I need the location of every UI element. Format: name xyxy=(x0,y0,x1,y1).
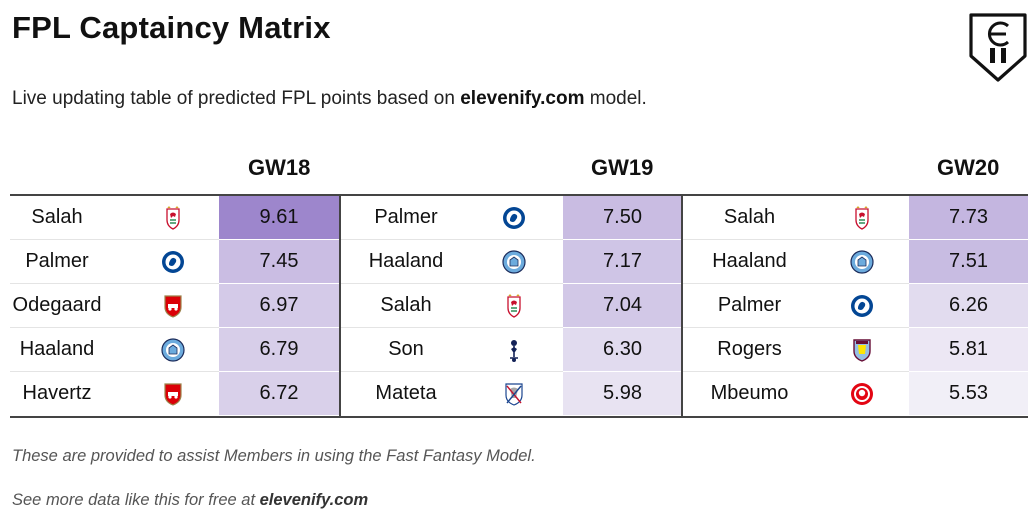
gw19-header: GW19 xyxy=(591,155,654,180)
row-separator xyxy=(683,327,909,328)
table-row: Palmer 7.45 xyxy=(10,240,339,284)
predicted-points: 5.98 xyxy=(563,372,682,415)
footnote-free-prefix: See more data like this for free at xyxy=(12,491,260,509)
player-name: Salah xyxy=(380,294,432,316)
subtitle-suffix: model. xyxy=(584,88,647,109)
table-row: Haaland 6.79 xyxy=(10,328,339,372)
player-name: Palmer xyxy=(717,294,782,316)
gw18-header: GW18 xyxy=(248,155,311,180)
liverpool-crest-icon xyxy=(501,293,527,319)
column-divider xyxy=(339,194,341,416)
player-name: Mbeumo xyxy=(710,382,789,404)
row-separator xyxy=(10,239,219,240)
captaincy-table: Salah 9.61 Palmer 7.45 Odegaard 6.97 Haaland 6.… xyxy=(10,194,1028,418)
table-row: Rogers 5.81 xyxy=(683,328,1028,372)
row-separator xyxy=(683,239,909,240)
column-divider xyxy=(681,194,683,416)
gameweek-block-gw20: Salah 7.73 Haaland 7.51 Palmer 6.26 Rogers 5.81… xyxy=(683,196,1028,416)
table-row: Haaland 7.17 xyxy=(341,240,682,284)
table-row: Havertz 6.72 xyxy=(10,372,339,416)
table-row: Salah 9.61 xyxy=(10,196,339,240)
predicted-points: 7.45 xyxy=(219,240,339,283)
footnote-site-link[interactable]: elevenify.com xyxy=(259,491,369,509)
player-name: Salah xyxy=(723,206,776,228)
gw20-header: GW20 xyxy=(937,155,1000,180)
table-row: Mbeumo 5.53 xyxy=(683,372,1028,416)
player-name: Palmer xyxy=(374,206,438,228)
player-name: Haaland xyxy=(712,250,787,272)
aston-villa-crest-icon xyxy=(849,337,875,363)
predicted-points: 6.26 xyxy=(909,284,1028,327)
footnote-free-data: See more data like this for free at elev… xyxy=(12,491,368,510)
predicted-points: 6.72 xyxy=(219,372,339,415)
subtitle-prefix: Live updating table of predicted FPL poi… xyxy=(12,88,461,109)
subtitle-site-link[interactable]: elevenify.com xyxy=(460,88,585,109)
table-row: Salah 7.04 xyxy=(341,284,682,328)
predicted-points: 7.04 xyxy=(563,284,682,327)
row-separator xyxy=(341,371,563,372)
predicted-points: 7.50 xyxy=(563,196,682,239)
predicted-points: 5.53 xyxy=(909,372,1028,415)
liverpool-crest-icon xyxy=(849,205,875,231)
arsenal-crest-icon xyxy=(160,381,186,407)
predicted-points: 6.30 xyxy=(563,328,682,371)
player-name: Odegaard xyxy=(12,294,102,316)
table-row: Son 6.30 xyxy=(341,328,682,372)
row-separator xyxy=(683,283,909,284)
gameweek-block-gw19: Palmer 7.50 Haaland 7.17 Salah 7.04 Son 6.30 Mat… xyxy=(341,196,682,416)
man-city-crest-icon xyxy=(849,249,875,275)
player-name: Rogers xyxy=(717,338,782,360)
chelsea-crest-icon xyxy=(160,249,186,275)
row-separator xyxy=(10,283,219,284)
predicted-points: 7.73 xyxy=(909,196,1028,239)
predicted-points: 5.81 xyxy=(909,328,1028,371)
predicted-points: 6.97 xyxy=(219,284,339,327)
player-name: Mateta xyxy=(375,382,437,404)
man-city-crest-icon xyxy=(160,337,186,363)
chelsea-crest-icon xyxy=(849,293,875,319)
table-row: Salah 7.73 xyxy=(683,196,1028,240)
player-name: Haaland xyxy=(19,338,95,360)
chelsea-crest-icon xyxy=(501,205,527,231)
gameweek-block-gw18: Salah 9.61 Palmer 7.45 Odegaard 6.97 Haaland 6.… xyxy=(10,196,339,416)
predicted-points: 6.79 xyxy=(219,328,339,371)
player-name: Palmer xyxy=(25,250,89,272)
crystal-palace-crest-icon xyxy=(501,381,527,407)
row-separator xyxy=(10,371,219,372)
arsenal-crest-icon xyxy=(160,293,186,319)
player-name: Havertz xyxy=(22,382,92,404)
player-name: Salah xyxy=(31,206,83,228)
predicted-points: 9.61 xyxy=(219,196,339,239)
footnote-members: These are provided to assist Members in … xyxy=(12,447,536,465)
page-subtitle: Live updating table of predicted FPL poi… xyxy=(12,88,647,110)
elevenify-shield-logo-icon xyxy=(969,13,1027,82)
player-name: Haaland xyxy=(368,250,444,272)
man-city-crest-icon xyxy=(501,249,527,275)
predicted-points: 7.17 xyxy=(563,240,682,283)
tottenham-crest-icon xyxy=(501,337,527,363)
player-name: Son xyxy=(388,338,424,360)
row-separator xyxy=(341,327,563,328)
predicted-points: 7.51 xyxy=(909,240,1028,283)
liverpool-crest-icon xyxy=(160,205,186,231)
brentford-crest-icon xyxy=(849,381,875,407)
table-row: Haaland 7.51 xyxy=(683,240,1028,284)
table-row: Odegaard 6.97 xyxy=(10,284,339,328)
row-separator xyxy=(341,283,563,284)
table-row: Palmer 7.50 xyxy=(341,196,682,240)
row-separator xyxy=(10,327,219,328)
page-title: FPL Captaincy Matrix xyxy=(12,10,331,45)
table-row: Mateta 5.98 xyxy=(341,372,682,416)
row-separator xyxy=(341,239,563,240)
table-row: Palmer 6.26 xyxy=(683,284,1028,328)
row-separator xyxy=(683,371,909,372)
